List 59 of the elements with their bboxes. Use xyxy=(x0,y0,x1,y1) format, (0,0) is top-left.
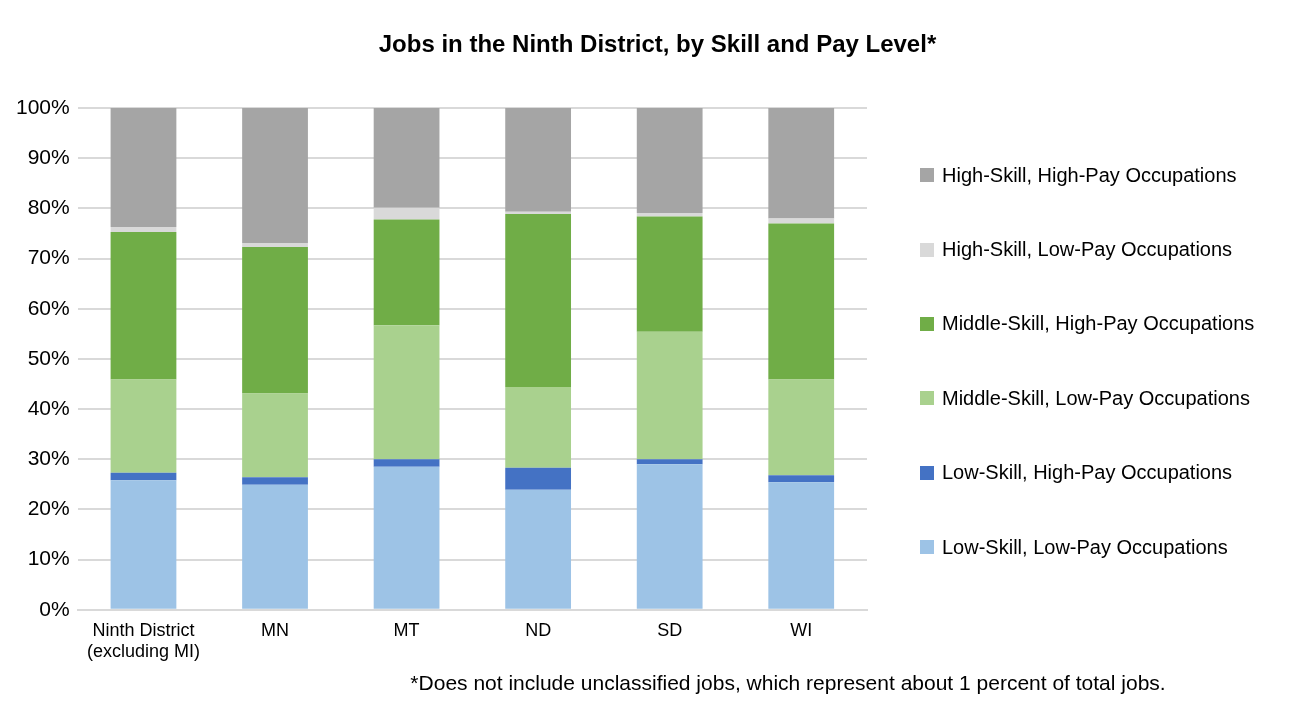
bar xyxy=(373,459,440,467)
bar xyxy=(768,475,835,483)
bar xyxy=(505,213,572,387)
bar xyxy=(636,331,703,460)
x-tick-label: ND xyxy=(525,619,552,640)
bar xyxy=(636,464,703,609)
bar xyxy=(505,467,572,490)
x-tick-label: MN xyxy=(261,619,290,640)
y-tick-label: 90% xyxy=(27,144,70,168)
bar xyxy=(768,223,835,380)
legend-label: Low-Skill, High-Pay Occupations xyxy=(942,461,1233,485)
legend-label: Middle-Skill, Low-Pay Occupations xyxy=(942,386,1250,410)
y-tick-label: 20% xyxy=(27,496,70,520)
bar xyxy=(242,108,308,243)
x-tick-label: SD xyxy=(657,619,683,640)
bar xyxy=(373,325,440,460)
bar xyxy=(373,108,440,208)
y-tick-label: 40% xyxy=(27,395,70,419)
bar xyxy=(768,108,835,219)
bar xyxy=(373,219,440,326)
bar xyxy=(110,472,177,481)
legend-label: High-Skill, Low-Pay Occupations xyxy=(942,238,1233,262)
bar xyxy=(768,379,835,476)
bar xyxy=(505,108,572,212)
bar xyxy=(110,379,177,473)
bar xyxy=(242,484,308,609)
bar xyxy=(242,393,308,478)
text: *Does not include unclassified jobs, which represent about 1 percent of total jobs. xyxy=(410,671,1166,694)
legend-label: High-Skill, High-Pay Occupations xyxy=(942,163,1237,187)
y-tick-label: 100% xyxy=(15,94,70,118)
bar xyxy=(768,218,835,224)
bar xyxy=(110,108,177,227)
legend-label: Low-Skill, Low-Pay Occupations xyxy=(942,535,1228,559)
bar xyxy=(373,466,440,609)
legend-label: Middle-Skill, High-Pay Occupations xyxy=(942,312,1255,336)
x-tick-label: WI xyxy=(790,619,813,640)
bar xyxy=(636,216,703,332)
bar xyxy=(242,242,308,247)
chart-title: Jobs in the Ninth District, by Skill and Pay Level* xyxy=(377,30,938,58)
y-tick-label: 80% xyxy=(27,195,70,219)
y-tick-label: 60% xyxy=(27,295,70,319)
y-tick-label: 10% xyxy=(27,546,70,570)
bar xyxy=(636,459,703,465)
y-tick-label: 70% xyxy=(27,245,70,269)
y-tick-label: 0% xyxy=(39,596,70,620)
y-tick-label: 50% xyxy=(27,345,70,369)
bar xyxy=(242,477,308,485)
x-tick-label: MT xyxy=(393,619,420,640)
bar xyxy=(110,480,177,609)
bar xyxy=(505,387,572,468)
bar xyxy=(636,108,703,213)
y-tick-label: 30% xyxy=(27,446,70,470)
bar xyxy=(505,211,572,214)
x-tick-label: Ninth District (excluding MI) xyxy=(86,619,201,662)
bar xyxy=(505,489,572,609)
bar xyxy=(110,231,177,380)
bar xyxy=(242,247,308,394)
bar xyxy=(110,226,177,232)
bar xyxy=(768,482,835,609)
